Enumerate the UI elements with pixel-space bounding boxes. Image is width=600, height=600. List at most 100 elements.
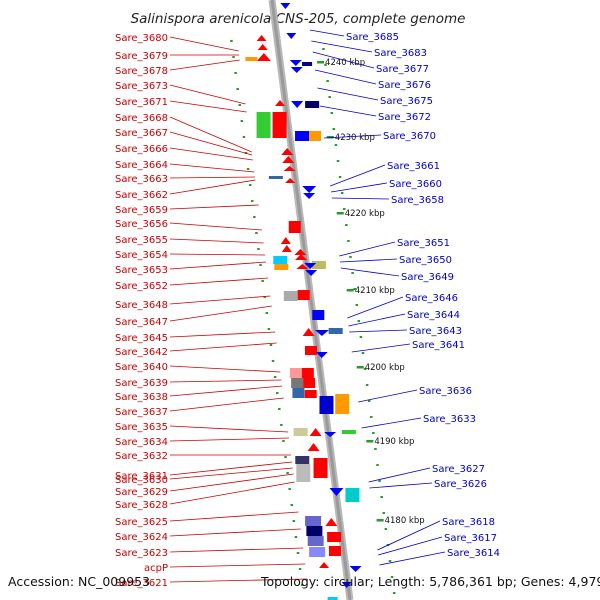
- tick-dot: [288, 488, 291, 490]
- scale-tick: [376, 519, 384, 522]
- gene-label-left: Sare_3624: [115, 532, 168, 543]
- feature-block: [345, 488, 360, 502]
- feature-arrow-forward: [325, 518, 338, 526]
- label-leader: [169, 179, 256, 195]
- feature-block: [335, 394, 350, 414]
- feature-arrow-reverse: [349, 566, 362, 572]
- tick-dot: [363, 368, 367, 370]
- label-leader: [169, 100, 247, 113]
- label-leader: [339, 241, 396, 257]
- gene-label-left: Sare_3623: [115, 548, 168, 559]
- feature-block: [302, 62, 313, 66]
- label-leader: [319, 105, 377, 117]
- label-leader: [351, 343, 411, 353]
- feature-block: [296, 464, 311, 482]
- label-leader: [169, 578, 308, 583]
- tick-dot: [248, 184, 252, 186]
- scale-tick: [356, 366, 364, 369]
- feature-arrow-forward: [285, 178, 296, 183]
- tick-dot: [392, 592, 396, 594]
- feature-arrow-forward: [275, 100, 285, 106]
- feature-arrow-reverse: [341, 582, 352, 588]
- gene-label-left: Sare_3671: [115, 97, 168, 108]
- gene-label-right: Sare_3677: [376, 64, 429, 75]
- label-leader: [348, 313, 406, 327]
- tick-dot: [261, 280, 264, 282]
- feature-arrow-reverse: [289, 60, 302, 66]
- label-leader: [315, 69, 377, 85]
- gene-label-left: Sare_3656: [115, 219, 168, 230]
- gene-label-left: Sare_3632: [115, 451, 168, 462]
- feature-block: [307, 536, 324, 546]
- feature-arrow-reverse: [280, 3, 291, 9]
- scale-label: 4210 kbp: [355, 286, 395, 296]
- tick-dot: [238, 104, 242, 106]
- tick-dot: [284, 456, 287, 458]
- label-leader: [169, 84, 246, 105]
- feature-arrow-forward: [294, 249, 307, 255]
- feature-arrow-reverse: [329, 488, 344, 496]
- label-leader: [169, 385, 283, 397]
- gene-label-right: Sare_3641: [412, 340, 465, 351]
- gene-label-left: Sare_3638: [115, 392, 168, 403]
- feature-block: [288, 221, 301, 233]
- feature-arrow-reverse: [290, 67, 303, 73]
- gene-label-left: Sare_3663: [115, 174, 168, 185]
- tick-dot: [370, 416, 373, 418]
- gene-label-right: Sare_3676: [378, 80, 431, 91]
- tick-dot: [267, 328, 271, 330]
- scale-tick: [317, 61, 325, 64]
- tick-dot: [322, 48, 325, 50]
- tick-dot: [265, 312, 269, 314]
- tick-dot: [292, 520, 296, 522]
- gene-label-right: Sare_3661: [387, 161, 440, 172]
- feature-block: [292, 388, 305, 398]
- feature-arrow-forward: [280, 237, 291, 244]
- gene-label-right: Sare_3636: [419, 386, 472, 397]
- label-leader: [169, 511, 299, 522]
- tick-dot: [294, 536, 298, 538]
- tick-dot: [253, 216, 256, 218]
- feature-block: [272, 112, 287, 138]
- gene-label-right: Sare_3633: [423, 414, 476, 425]
- gene-label-right: Sare_3658: [391, 195, 444, 206]
- gene-label-right: Sare_3644: [407, 310, 460, 321]
- label-leader: [330, 182, 388, 193]
- feature-arrow-reverse: [304, 263, 317, 269]
- feature-block: [268, 176, 283, 179]
- feature-arrow-forward: [309, 428, 322, 436]
- feature-arrow-reverse: [315, 352, 328, 358]
- feature-block: [291, 378, 304, 388]
- label-leader: [169, 147, 253, 161]
- label-leader: [169, 563, 306, 568]
- scale-tick: [336, 212, 344, 215]
- feature-block: [245, 57, 258, 61]
- tick-dot: [300, 584, 304, 586]
- label-leader: [169, 253, 266, 256]
- gene-label-right: Sare_3685: [346, 32, 399, 43]
- scale-label: 4200 kbp: [365, 363, 405, 373]
- label-leader: [169, 425, 289, 433]
- feature-arrow-forward: [282, 156, 295, 163]
- feature-block: [274, 264, 289, 270]
- gene-label-left: Sare_3642: [115, 347, 168, 358]
- feature-block: [313, 458, 328, 478]
- label-leader: [169, 547, 304, 553]
- tick-dot: [259, 264, 262, 266]
- gene-label-right: Sare_3672: [378, 112, 431, 123]
- tick-dot: [234, 72, 237, 74]
- feature-block: [256, 112, 271, 138]
- gene-label-left: Sare_3639: [115, 378, 168, 389]
- gene-label-right: Sare_3651: [397, 238, 450, 249]
- scale-tick: [366, 440, 374, 443]
- tick-dot: [263, 296, 266, 298]
- tick-dot: [340, 192, 344, 194]
- feature-arrow-reverse: [324, 432, 337, 437]
- label-leader: [317, 87, 379, 101]
- label-leader: [309, 29, 345, 37]
- gene-label-right: Sare_3617: [444, 533, 497, 544]
- feature-block: [328, 328, 343, 334]
- tick-dot: [269, 344, 273, 346]
- gene-label-left: Sare_3625: [115, 517, 168, 528]
